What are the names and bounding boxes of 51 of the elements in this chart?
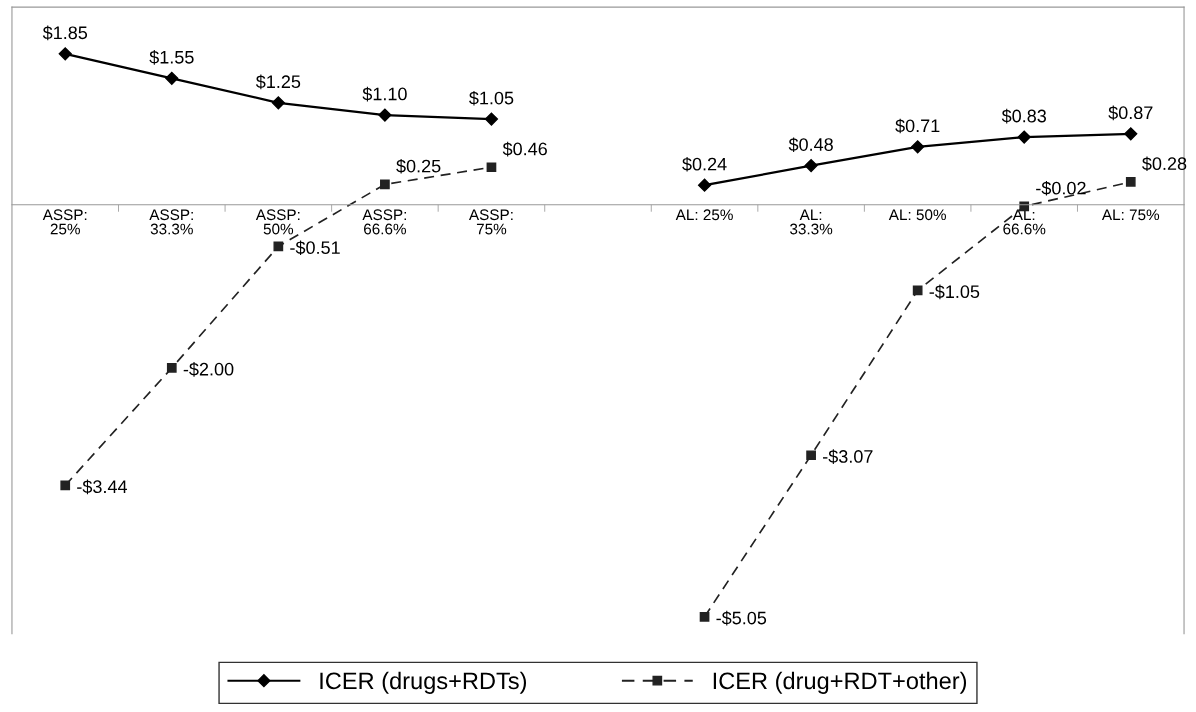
x-tick-label: AL: 25% — [675, 209, 733, 221]
data-label: $0.83 — [1001, 108, 1047, 124]
x-tick-label: AL: 75% — [1101, 209, 1160, 221]
point — [166, 363, 177, 373]
point — [484, 112, 499, 126]
x-tick-label: ASSP: 25% — [42, 209, 87, 235]
x-tick-label: ASSP: 66.6% — [362, 209, 407, 235]
point — [271, 96, 285, 110]
point — [699, 611, 710, 622]
x-tick-label: ASSP: 75% — [468, 209, 513, 235]
point — [273, 241, 284, 252]
data-label: $1.85 — [42, 25, 88, 41]
point — [58, 47, 72, 61]
data-label: -$0.02 — [1036, 180, 1086, 196]
point — [912, 285, 923, 296]
point — [60, 480, 71, 491]
data-label: $0.87 — [1108, 105, 1153, 121]
data-label: $0.48 — [788, 137, 833, 153]
point — [911, 140, 925, 154]
data-label: $0.28 — [1142, 156, 1187, 172]
legend-label: ICER (drugs+RDTs) — [320, 671, 527, 694]
data-label: $0.24 — [682, 156, 727, 172]
data-label: -$5.05 — [716, 610, 767, 626]
data-label: -$1.05 — [929, 284, 980, 300]
data-label: $1.55 — [149, 50, 194, 65]
point — [1124, 127, 1138, 141]
data-label: -$3.44 — [77, 479, 128, 495]
point — [697, 178, 712, 192]
point — [1125, 177, 1136, 187]
data-label: $0.71 — [895, 118, 940, 134]
x-tick-label: ASSP: 33.3% — [149, 209, 193, 235]
data-label: $1.05 — [469, 90, 514, 106]
point — [1017, 130, 1031, 144]
data-label: -$2.00 — [183, 362, 234, 377]
point — [804, 159, 818, 173]
legend-label: ICER (drug+RDT+other) — [713, 671, 967, 694]
data-label: -$0.51 — [290, 240, 340, 256]
point — [165, 71, 179, 85]
x-tick-label: AL: 33.3% — [790, 209, 833, 235]
point — [806, 450, 816, 461]
x-tick-label: AL: 66.6% — [1003, 209, 1046, 235]
point — [486, 162, 497, 173]
point — [380, 179, 390, 190]
data-label: $1.25 — [255, 74, 301, 90]
data-label: $0.25 — [396, 158, 441, 174]
x-tick-label: ASSP: 50% — [255, 209, 300, 235]
point — [378, 108, 392, 122]
data-label: -$3.07 — [823, 449, 873, 464]
x-tick-label: AL: 50% — [888, 209, 946, 221]
data-label: $1.10 — [362, 86, 407, 102]
data-label: $0.46 — [502, 141, 547, 157]
